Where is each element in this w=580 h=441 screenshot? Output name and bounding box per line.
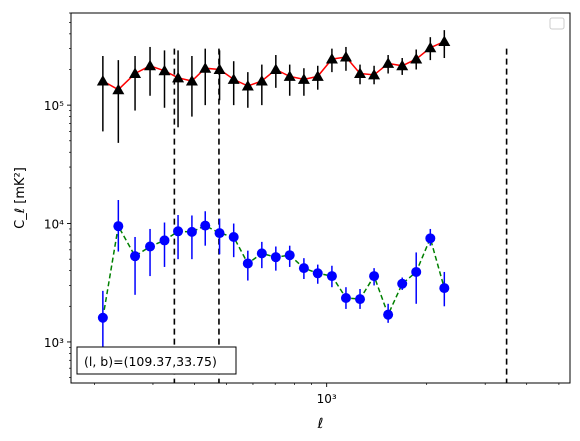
series-layer — [96, 30, 451, 361]
x-axis-label: ℓ — [317, 416, 324, 432]
data-point-triangle — [396, 59, 409, 71]
data-point-circle — [425, 233, 436, 244]
x-tick-label: 10³ — [317, 392, 337, 406]
data-point-circle — [439, 283, 450, 294]
data-point-circle — [270, 252, 281, 263]
data-point-triangle — [297, 73, 310, 84]
data-point-circle — [113, 221, 124, 232]
data-point-circle — [228, 231, 239, 242]
data-point-circle — [200, 220, 211, 231]
data-point-triangle — [368, 68, 381, 80]
data-point-triangle — [354, 67, 367, 79]
data-point-circle — [173, 226, 184, 237]
data-point-triangle — [227, 73, 240, 84]
y-axis-label: C_ℓ [mK²] — [13, 167, 28, 229]
data-point-circle — [369, 271, 380, 282]
data-point-triangle — [213, 63, 226, 74]
data-point-circle — [312, 268, 323, 279]
data-point-circle — [214, 228, 225, 239]
vertical-lines — [173, 48, 508, 383]
annotation-box: (l, b)=(109.37,33.75) — [76, 346, 237, 375]
data-point-triangle — [438, 35, 451, 46]
data-point-triangle — [96, 74, 109, 86]
data-point-circle — [397, 278, 408, 289]
data-point-triangle — [283, 70, 296, 81]
data-point-triangle — [158, 64, 171, 76]
data-point-triangle — [325, 53, 338, 64]
ticks-layer: 10³ 10³ 10⁴ 10⁵ — [44, 12, 560, 406]
data-point-circle — [383, 309, 394, 320]
data-point-triangle — [424, 41, 437, 53]
data-point-circle — [145, 241, 156, 252]
data-point-circle — [186, 226, 197, 237]
data-point-triangle — [339, 50, 352, 62]
legend-box — [549, 17, 565, 30]
data-point-circle — [326, 271, 337, 282]
axes-frame — [70, 12, 571, 384]
data-point-circle — [130, 251, 141, 262]
data-point-triangle — [199, 62, 212, 73]
data-point-triangle — [410, 53, 423, 64]
series-line — [102, 223, 446, 318]
annotation-text: (l, b)=(109.37,33.75) — [84, 354, 217, 369]
data-point-circle — [242, 258, 253, 269]
series-line — [102, 40, 445, 91]
data-point-triangle — [241, 80, 254, 91]
data-point-circle — [284, 250, 295, 261]
data-point-circle — [355, 294, 366, 305]
y-tick-label: 10³ — [44, 336, 64, 350]
data-point-triangle — [382, 57, 395, 68]
data-point-circle — [298, 263, 309, 274]
data-point-triangle — [172, 71, 185, 83]
data-point-triangle — [129, 67, 142, 79]
y-tick-label: 10⁵ — [44, 99, 64, 113]
data-point-circle — [159, 235, 170, 246]
data-point-circle — [340, 293, 351, 304]
data-point-circle — [256, 248, 267, 259]
data-point-triangle — [255, 74, 268, 86]
y-tick-label: 10⁴ — [44, 218, 64, 232]
data-point-triangle — [144, 59, 157, 71]
series-2 — [97, 200, 450, 361]
data-point-circle — [97, 312, 108, 323]
data-point-triangle — [185, 74, 198, 86]
data-point-triangle — [112, 83, 125, 95]
data-point-triangle — [269, 63, 282, 74]
data-point-triangle — [311, 70, 324, 81]
data-point-circle — [411, 266, 422, 277]
series-1 — [96, 30, 451, 143]
